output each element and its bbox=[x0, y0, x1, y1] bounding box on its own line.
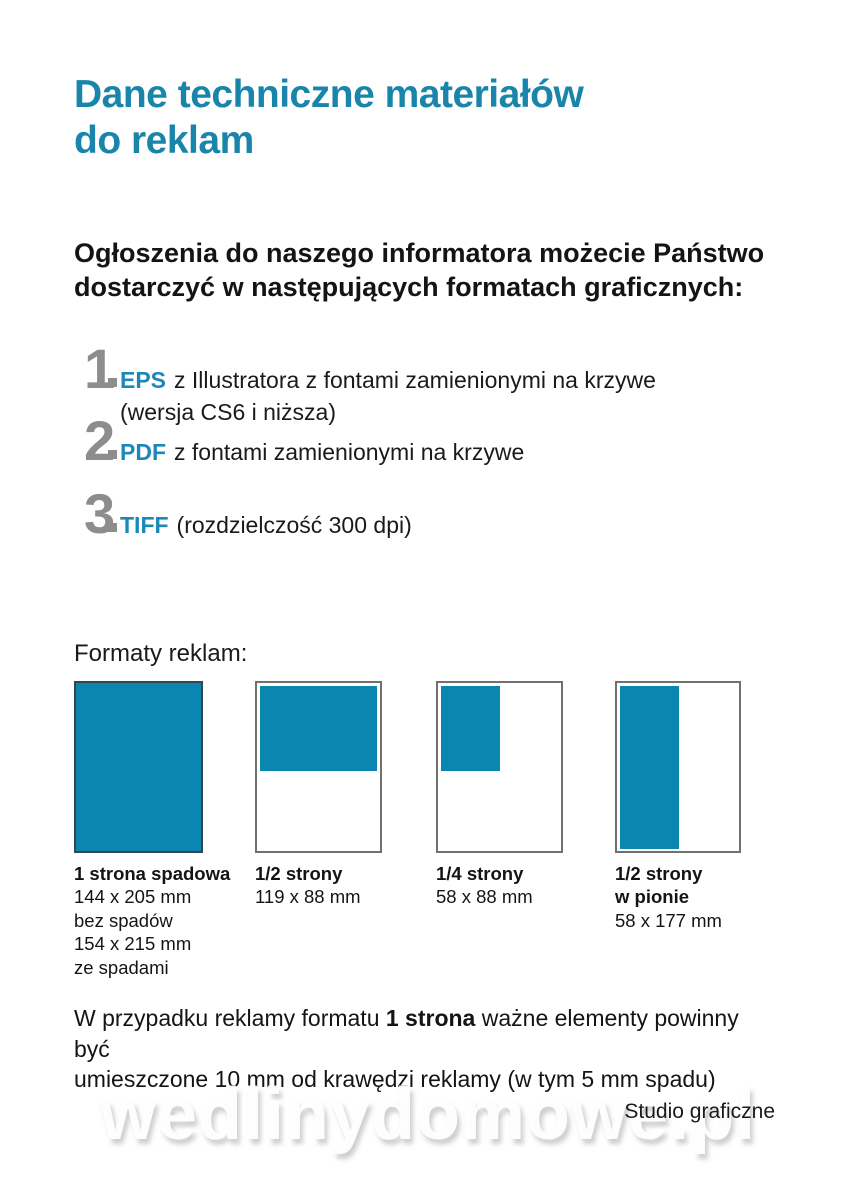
format-list-item-tiff: 3 TIFF (rozdzielczość 300 dpi) bbox=[74, 486, 754, 564]
format-label-half-page-vertical: 1/2 strony w pionie 58 x 177 mm bbox=[615, 862, 790, 932]
placement-note: W przypadku reklamy formatu 1 strona waż… bbox=[74, 1003, 774, 1095]
list-item-text: EPS z Illustratora z fontami zamienionymi… bbox=[120, 369, 656, 392]
format-keyword-tiff: TIFF bbox=[120, 512, 169, 538]
diagram-fill-area bbox=[441, 686, 500, 771]
format-dimension: 58 x 177 mm bbox=[615, 909, 722, 931]
format-dimension: 154 x 215 mm bbox=[74, 933, 192, 955]
format-dimension: 58 x 88 mm bbox=[436, 886, 533, 908]
diagram-half-page-vertical bbox=[615, 681, 741, 853]
format-keyword-eps: EPS bbox=[120, 367, 167, 393]
format-name: 1/2 strony bbox=[255, 863, 343, 884]
format-dimension: bez spadów bbox=[74, 909, 173, 931]
intro-line1: Ogłoszenia do naszego informatora możeci… bbox=[74, 238, 765, 268]
page-title: Dane techniczne materiałów do reklam bbox=[74, 72, 584, 164]
watermark-text: wedlinydomowe.pl bbox=[100, 1075, 757, 1155]
format-name: 1 strona spadowa bbox=[74, 863, 231, 884]
diagram-quarter-page bbox=[436, 681, 563, 853]
format-label-quarter-page: 1/4 strony 58 x 88 mm bbox=[436, 862, 611, 909]
format-label-full-page: 1 strona spadowa 144 x 205 mm bez spadów… bbox=[74, 862, 249, 979]
format-diagrams bbox=[74, 681, 774, 854]
list-item-text: PDF z fontami zamienionymi na krzywe bbox=[120, 441, 524, 464]
note-text-line2: umieszczone 10 mm od krawędzi reklamy (w… bbox=[74, 1066, 716, 1092]
format-description: z fontami zamienionymi na krzywe bbox=[174, 439, 525, 465]
format-note: (wersja CS6 i niższa) bbox=[120, 399, 336, 425]
list-number: 2 bbox=[84, 409, 116, 472]
format-list-item-eps: 1 EPS z Illustratora z fontami zamieniony… bbox=[74, 337, 754, 424]
studio-credit: Studio graficzne bbox=[624, 1100, 775, 1123]
format-name: 1/4 strony bbox=[436, 863, 524, 884]
format-dimension: 144 x 205 mm bbox=[74, 886, 192, 908]
format-dimension: ze spadami bbox=[74, 956, 169, 978]
format-keyword-pdf: PDF bbox=[120, 439, 166, 465]
format-name: 1/2 strony bbox=[615, 863, 703, 884]
diagram-fill-area bbox=[620, 686, 679, 849]
formats-section-heading: Formaty reklam: bbox=[74, 640, 248, 667]
square-bullet-icon bbox=[108, 378, 117, 387]
square-bullet-icon bbox=[108, 523, 117, 532]
format-label-half-page: 1/2 strony 119 x 88 mm bbox=[255, 862, 430, 909]
diagram-full-page-bleed bbox=[74, 681, 203, 853]
diagram-fill-area bbox=[260, 686, 377, 771]
intro-paragraph: Ogłoszenia do naszego informatora możeci… bbox=[74, 236, 764, 304]
page-title-line2: do reklam bbox=[74, 119, 254, 162]
format-dimension: 119 x 88 mm bbox=[255, 886, 361, 908]
note-text-pre: W przypadku reklamy formatu bbox=[74, 1005, 386, 1031]
diagram-half-page-horizontal bbox=[255, 681, 382, 853]
list-number: 3 bbox=[84, 482, 116, 545]
format-description: (rozdzielczość 300 dpi) bbox=[176, 512, 412, 538]
format-list-item-pdf: 2 PDF z fontami zamienionymi na krzywe bbox=[74, 413, 754, 491]
format-description: z Illustratora z fontami zamienionymi na… bbox=[174, 367, 656, 393]
intro-line2: dostarczyć w następujących formatach gra… bbox=[74, 272, 744, 302]
note-text-post: ważne elementy powinny być bbox=[74, 1005, 739, 1062]
note-text-bold: 1 strona bbox=[385, 1005, 476, 1031]
list-item-text: TIFF (rozdzielczość 300 dpi) bbox=[120, 514, 412, 537]
page-title-line1: Dane techniczne materiałów bbox=[74, 73, 584, 116]
list-number: 1 bbox=[84, 337, 116, 400]
format-name-line2: w pionie bbox=[615, 886, 689, 908]
square-bullet-icon bbox=[108, 450, 117, 459]
